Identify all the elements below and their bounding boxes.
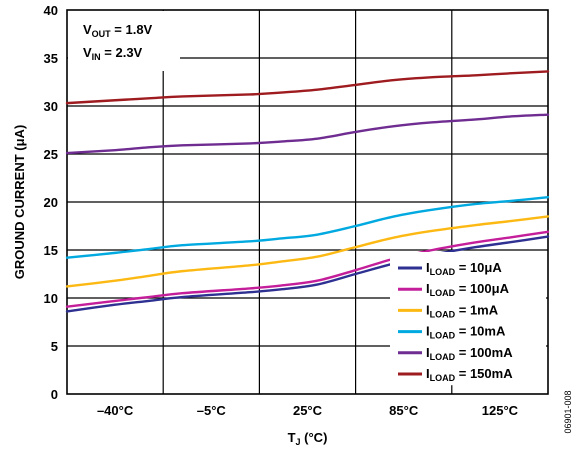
y-tick-label: 5 <box>51 339 58 354</box>
annotation-vin: VIN = 2.3V <box>83 45 143 62</box>
x-axis-title: TJ (°C) <box>288 430 328 447</box>
legend-label: ILOAD = 100mA <box>426 345 513 362</box>
series-line-1 <box>65 235 550 313</box>
y-tick-label: 25 <box>44 147 58 162</box>
series-group <box>65 70 550 313</box>
x-tick-label: 25°C <box>293 403 323 418</box>
y-tick-label: 40 <box>44 3 58 18</box>
legend-label: ILOAD = 150mA <box>426 366 513 383</box>
series-line-6 <box>65 70 550 105</box>
legend-label: ILOAD = 1mA <box>426 302 499 319</box>
series-line-4 <box>65 196 550 259</box>
legend-label: ILOAD = 10μA <box>426 260 502 277</box>
plot-frame <box>66 9 549 395</box>
series-line-5 <box>65 113 550 155</box>
y-tick-label: 30 <box>44 99 58 114</box>
x-tick-label: 125°C <box>482 403 519 418</box>
y-axis-title: GROUND CURRENT (μA) <box>12 125 27 280</box>
x-tick-label: 85°C <box>389 403 419 418</box>
y-tick-label: 0 <box>51 387 58 402</box>
legend-label: ILOAD = 10mA <box>426 324 506 341</box>
legend-label: ILOAD = 100μA <box>426 281 510 298</box>
x-tick-label: –40°C <box>97 403 134 418</box>
y-tick-label: 35 <box>44 51 58 66</box>
legend-box <box>390 252 546 386</box>
y-tick-label: 10 <box>44 291 58 306</box>
y-tick-label: 15 <box>44 243 58 258</box>
series-line-3 <box>65 215 550 288</box>
x-tick-label: –5°C <box>197 403 227 418</box>
y-tick-label: 20 <box>44 195 58 210</box>
annotation-box <box>68 11 180 71</box>
series-line-2 <box>65 230 550 308</box>
figure-id: 06901-008 <box>563 390 573 433</box>
annotation-vout: VOUT = 1.8V <box>83 22 153 39</box>
